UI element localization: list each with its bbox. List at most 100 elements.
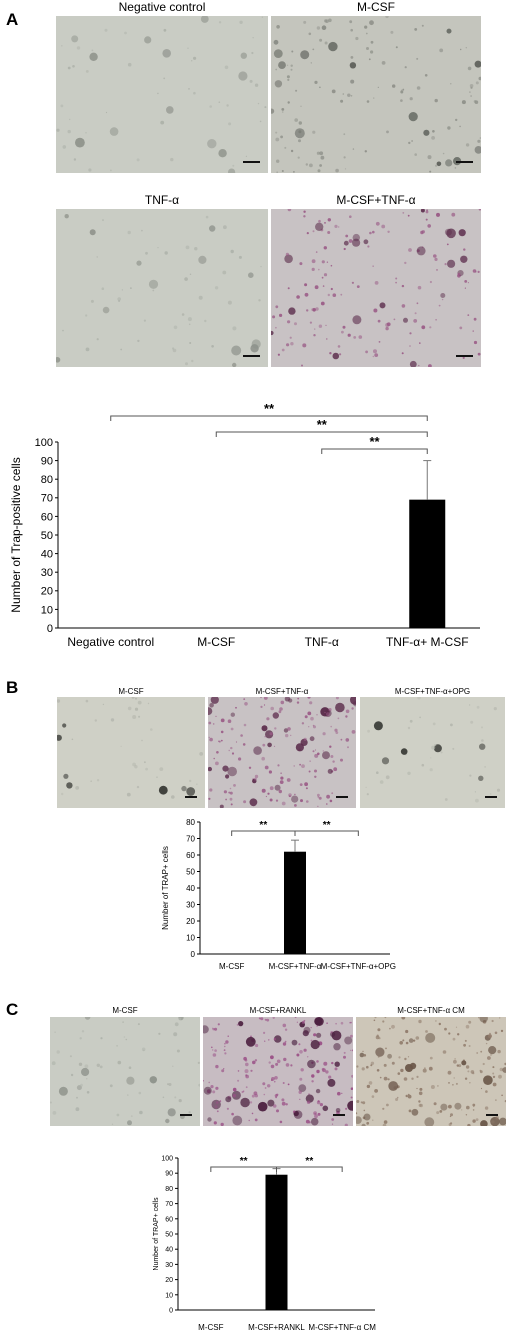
micrograph-negative-control — [56, 16, 268, 173]
cell-spot — [326, 261, 329, 263]
cell-spot — [427, 155, 432, 160]
cell-spot — [282, 1082, 285, 1084]
cell-spot — [163, 28, 167, 32]
cell-spot — [141, 739, 143, 742]
cell-spot — [313, 725, 316, 729]
cell-spot — [326, 712, 330, 717]
cell-spot — [361, 1067, 365, 1071]
cell-spot — [235, 706, 237, 709]
cell-spot — [435, 319, 437, 321]
cell-spot — [337, 1091, 341, 1096]
cell-spot — [226, 1107, 229, 1110]
cell-spot — [220, 730, 224, 734]
cell-spot — [356, 285, 360, 288]
cell-spot — [216, 1101, 219, 1104]
cell-spot — [75, 137, 85, 148]
cell-spot — [240, 1097, 250, 1108]
cell-spot — [404, 66, 407, 69]
cell-spot — [340, 1021, 344, 1025]
cell-spot — [317, 169, 321, 173]
scale-bar — [180, 1114, 192, 1116]
cell-spot — [303, 1048, 307, 1052]
cell-spot — [314, 328, 316, 330]
cell-spot — [302, 1030, 309, 1037]
cell-spot — [61, 792, 64, 796]
cell-spot — [204, 319, 207, 323]
cell-spot — [429, 280, 432, 284]
cell-spot — [297, 156, 300, 159]
significance-bracket — [321, 448, 428, 454]
cell-spot — [373, 349, 377, 354]
cell-spot — [314, 753, 319, 758]
cell-spot — [504, 1062, 506, 1066]
cell-spot — [450, 83, 452, 85]
cell-spot — [395, 46, 398, 49]
cell-spot — [125, 1038, 128, 1041]
cell-spot — [311, 1080, 314, 1083]
cell-spot — [291, 1039, 298, 1046]
cell-spot — [437, 1085, 439, 1087]
cell-spot — [402, 1039, 405, 1042]
cell-spot — [96, 779, 100, 782]
cell-spot — [446, 228, 456, 239]
cell-spot — [312, 48, 315, 51]
cell-spot — [257, 102, 260, 105]
cell-spot — [400, 99, 403, 102]
cell-spot — [308, 32, 312, 36]
y-tick-label: 80 — [41, 474, 53, 486]
cell-spot — [327, 218, 331, 222]
cell-spot — [470, 86, 473, 89]
cell-spot — [316, 1025, 318, 1027]
cell-spot — [316, 151, 320, 155]
cell-spot — [440, 751, 443, 754]
cell-spot — [293, 1110, 296, 1113]
cell-spot — [350, 1034, 353, 1038]
cell-spot — [156, 776, 158, 778]
cell-spot — [343, 240, 349, 246]
cell-spot — [366, 1121, 370, 1125]
cell-spot — [52, 1111, 57, 1115]
y-tick-label: 90 — [41, 455, 53, 467]
cell-spot — [260, 705, 263, 708]
chart-a: 0 10 20 30 40 50 60 70 80 90 100 Number of Trap-pos… — [9, 401, 480, 649]
cell-spot — [285, 252, 289, 256]
cell-spot — [240, 734, 243, 737]
cell-spot — [489, 1032, 491, 1035]
y-tick-label: 20 — [41, 586, 53, 598]
cell-spot — [62, 329, 64, 332]
cell-spot — [212, 723, 215, 725]
cell-spot — [85, 70, 89, 73]
cell-spot — [185, 362, 188, 366]
cell-spot — [487, 1056, 491, 1060]
micrograph-texture — [271, 209, 481, 367]
cell-spot — [409, 97, 413, 101]
cell-spot — [467, 66, 472, 71]
cell-spot — [350, 56, 354, 59]
micrograph-caption: M-CSF — [118, 687, 144, 696]
cell-spot — [379, 302, 386, 309]
cell-spot — [407, 726, 411, 730]
cell-spot — [444, 798, 448, 801]
cell-spot — [225, 774, 230, 779]
cell-spot — [381, 757, 390, 765]
cell-spot — [56, 357, 61, 363]
cell-spot — [352, 315, 362, 325]
cell-spot — [208, 766, 212, 772]
cell-spot — [335, 731, 339, 734]
y-tick-label: 30 — [41, 567, 53, 579]
cell-spot — [274, 1081, 276, 1083]
cell-spot — [356, 1112, 358, 1115]
cell-spot — [167, 1108, 176, 1117]
significance-label: ** — [317, 417, 328, 432]
cell-spot — [330, 725, 332, 728]
cell-spot — [328, 18, 332, 23]
cell-spot — [306, 232, 309, 235]
cell-spot — [252, 37, 254, 39]
micrograph-caption: M-CSF+TNF-α+OPG — [394, 687, 471, 696]
cell-spot — [188, 88, 190, 90]
cell-spot — [304, 292, 309, 297]
cell-spot — [408, 112, 418, 122]
cell-spot — [214, 1027, 218, 1031]
scale-bar — [456, 355, 473, 357]
cell-spot — [350, 1087, 353, 1090]
